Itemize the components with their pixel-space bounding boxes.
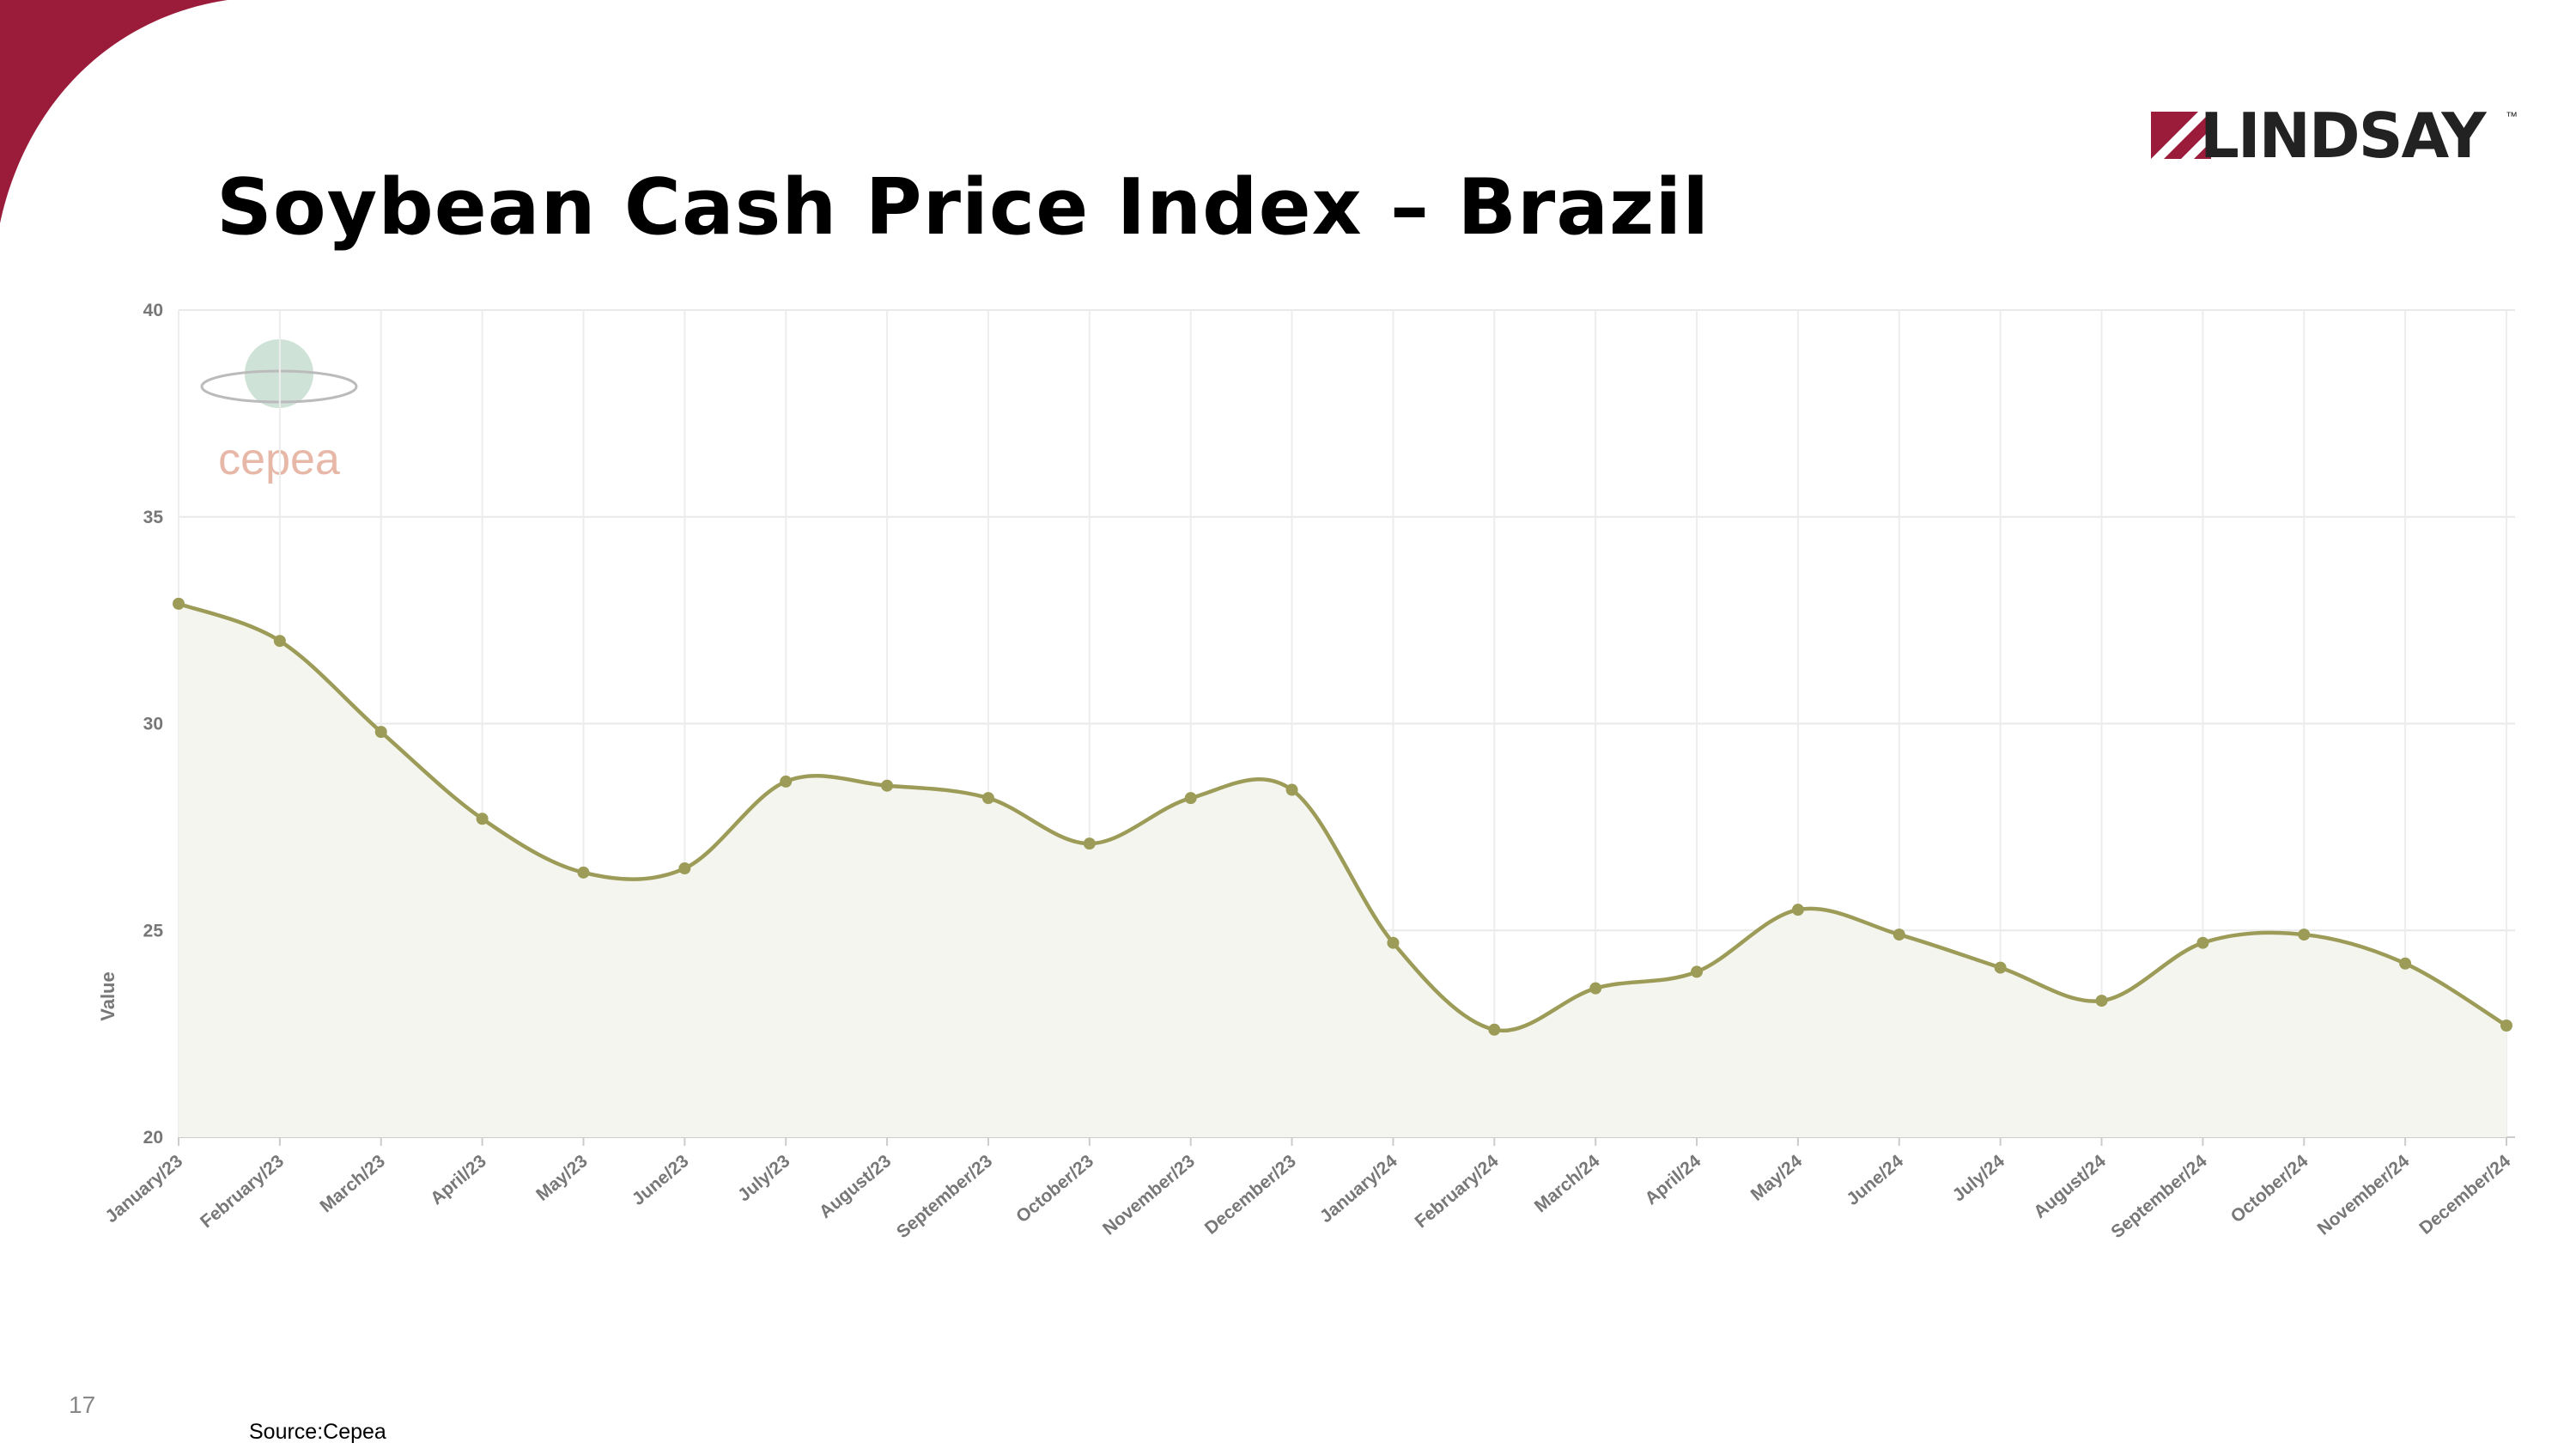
- x-tick-label: June/23: [629, 1151, 693, 1209]
- point: [1791, 904, 1804, 916]
- point: [1083, 837, 1096, 850]
- x-tick-label: August/24: [2030, 1151, 2110, 1222]
- x-tick-label: November/23: [1099, 1151, 1199, 1239]
- point: [1994, 961, 2007, 974]
- x-tick-label: May/23: [532, 1151, 591, 1205]
- x-tick-label: July/23: [734, 1151, 793, 1205]
- corner-decoration: [0, 0, 228, 223]
- point: [1285, 783, 1298, 796]
- chart-title: Soybean Cash Price Index – Brazil: [216, 162, 1710, 253]
- x-tick-label: June/24: [1843, 1151, 1907, 1209]
- y-tick-label: 30: [143, 715, 163, 734]
- point: [577, 866, 590, 879]
- point: [1589, 982, 1602, 995]
- x-tick-label: July/24: [1949, 1151, 2009, 1206]
- point: [1893, 928, 1905, 941]
- y-tick-label: 35: [143, 508, 164, 527]
- x-tick-label: August/23: [816, 1151, 896, 1222]
- page-number: 17: [69, 1391, 95, 1418]
- x-tick-label: January/24: [1316, 1151, 1401, 1227]
- y-tick-label: 40: [143, 301, 163, 320]
- x-tick-label: May/24: [1747, 1151, 1807, 1205]
- x-tick-label: December/24: [2415, 1151, 2514, 1239]
- point: [981, 792, 994, 805]
- plot-area: 20 25 30 35 40 January/23 February/23 March/23 A…: [101, 301, 2515, 1242]
- y-tick-label: 20: [143, 1128, 163, 1148]
- logo: LINDSAY ™: [2151, 100, 2518, 172]
- x-tick-label: December/23: [1201, 1151, 1300, 1239]
- source-note: Source:Cepea: [249, 1420, 386, 1444]
- x-tick-label: April/24: [1641, 1151, 1704, 1209]
- x-tick-label: January/23: [101, 1151, 186, 1227]
- point: [1387, 936, 1400, 949]
- x-tick-label: February/24: [1412, 1151, 1503, 1232]
- point: [881, 779, 894, 792]
- x-tick-label: November/24: [2314, 1151, 2414, 1239]
- x-tick-label: September/23: [893, 1151, 996, 1242]
- x-tick-label: April/23: [427, 1151, 490, 1209]
- point: [476, 813, 489, 825]
- point: [374, 726, 387, 739]
- y-tick-label: 25: [143, 921, 164, 941]
- x-tick-label: March/23: [316, 1151, 389, 1216]
- point: [2399, 957, 2412, 970]
- grid: [178, 309, 2515, 1138]
- point: [2298, 928, 2311, 941]
- area: [179, 603, 2506, 1137]
- logo-text: LINDSAY: [2200, 100, 2487, 172]
- point: [2196, 936, 2209, 949]
- logo-icon: [2151, 112, 2211, 159]
- point: [2095, 995, 2108, 1008]
- x-tick-label: March/24: [1531, 1151, 1604, 1216]
- point: [1488, 1023, 1501, 1036]
- x-tick-label: October/23: [1012, 1151, 1097, 1227]
- x-tick-label: September/24: [2107, 1151, 2211, 1242]
- point: [678, 862, 691, 875]
- logo-trademark: ™: [2506, 109, 2518, 123]
- x-tick-label: February/23: [197, 1151, 288, 1232]
- point: [780, 775, 793, 788]
- point: [1184, 792, 1197, 805]
- point: [173, 597, 185, 610]
- point: [1691, 965, 1704, 978]
- x-tick-label: October/24: [2227, 1151, 2312, 1227]
- point: [273, 635, 286, 648]
- y-axis-label: Value: [97, 971, 118, 1020]
- point: [2500, 1019, 2512, 1032]
